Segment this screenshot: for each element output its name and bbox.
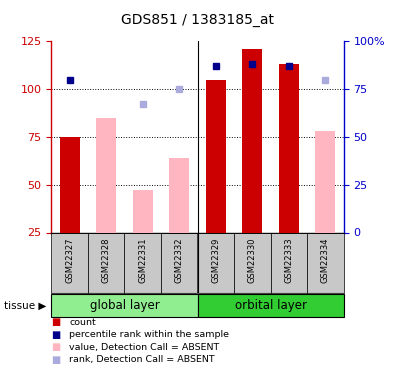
Bar	[161, 232, 198, 292]
Bar	[88, 232, 124, 292]
Text: tissue ▶: tissue ▶	[4, 301, 46, 310]
Text: ■: ■	[51, 342, 60, 352]
Bar	[51, 294, 198, 317]
Text: ■: ■	[51, 318, 60, 327]
Bar	[307, 232, 344, 292]
Text: ■: ■	[51, 330, 60, 340]
Text: GDS851 / 1383185_at: GDS851 / 1383185_at	[121, 13, 274, 27]
Bar	[271, 232, 307, 292]
Text: GSM22330: GSM22330	[248, 237, 257, 283]
Bar	[133, 190, 153, 232]
Bar	[51, 232, 88, 292]
Text: GSM22333: GSM22333	[284, 237, 293, 283]
Bar	[198, 232, 234, 292]
Text: value, Detection Call = ABSENT: value, Detection Call = ABSENT	[69, 343, 219, 352]
Text: percentile rank within the sample: percentile rank within the sample	[69, 330, 229, 339]
Text: count: count	[69, 318, 96, 327]
Text: GSM22332: GSM22332	[175, 237, 184, 283]
Text: GSM22329: GSM22329	[211, 237, 220, 283]
Text: GSM22334: GSM22334	[321, 237, 330, 283]
Bar	[315, 131, 335, 232]
Bar	[60, 137, 80, 232]
Bar	[169, 158, 189, 232]
Text: global layer: global layer	[90, 299, 159, 312]
Text: GSM22328: GSM22328	[102, 237, 111, 283]
Bar	[96, 118, 116, 232]
Bar	[279, 64, 299, 232]
Bar	[124, 232, 161, 292]
Text: GSM22331: GSM22331	[138, 237, 147, 283]
Bar	[242, 49, 262, 232]
Bar	[206, 80, 226, 232]
Bar	[234, 232, 271, 292]
Text: ■: ■	[51, 355, 60, 364]
Text: orbital layer: orbital layer	[235, 299, 307, 312]
Text: GSM22327: GSM22327	[65, 237, 74, 283]
Text: rank, Detection Call = ABSENT: rank, Detection Call = ABSENT	[69, 355, 215, 364]
Bar	[198, 294, 344, 317]
